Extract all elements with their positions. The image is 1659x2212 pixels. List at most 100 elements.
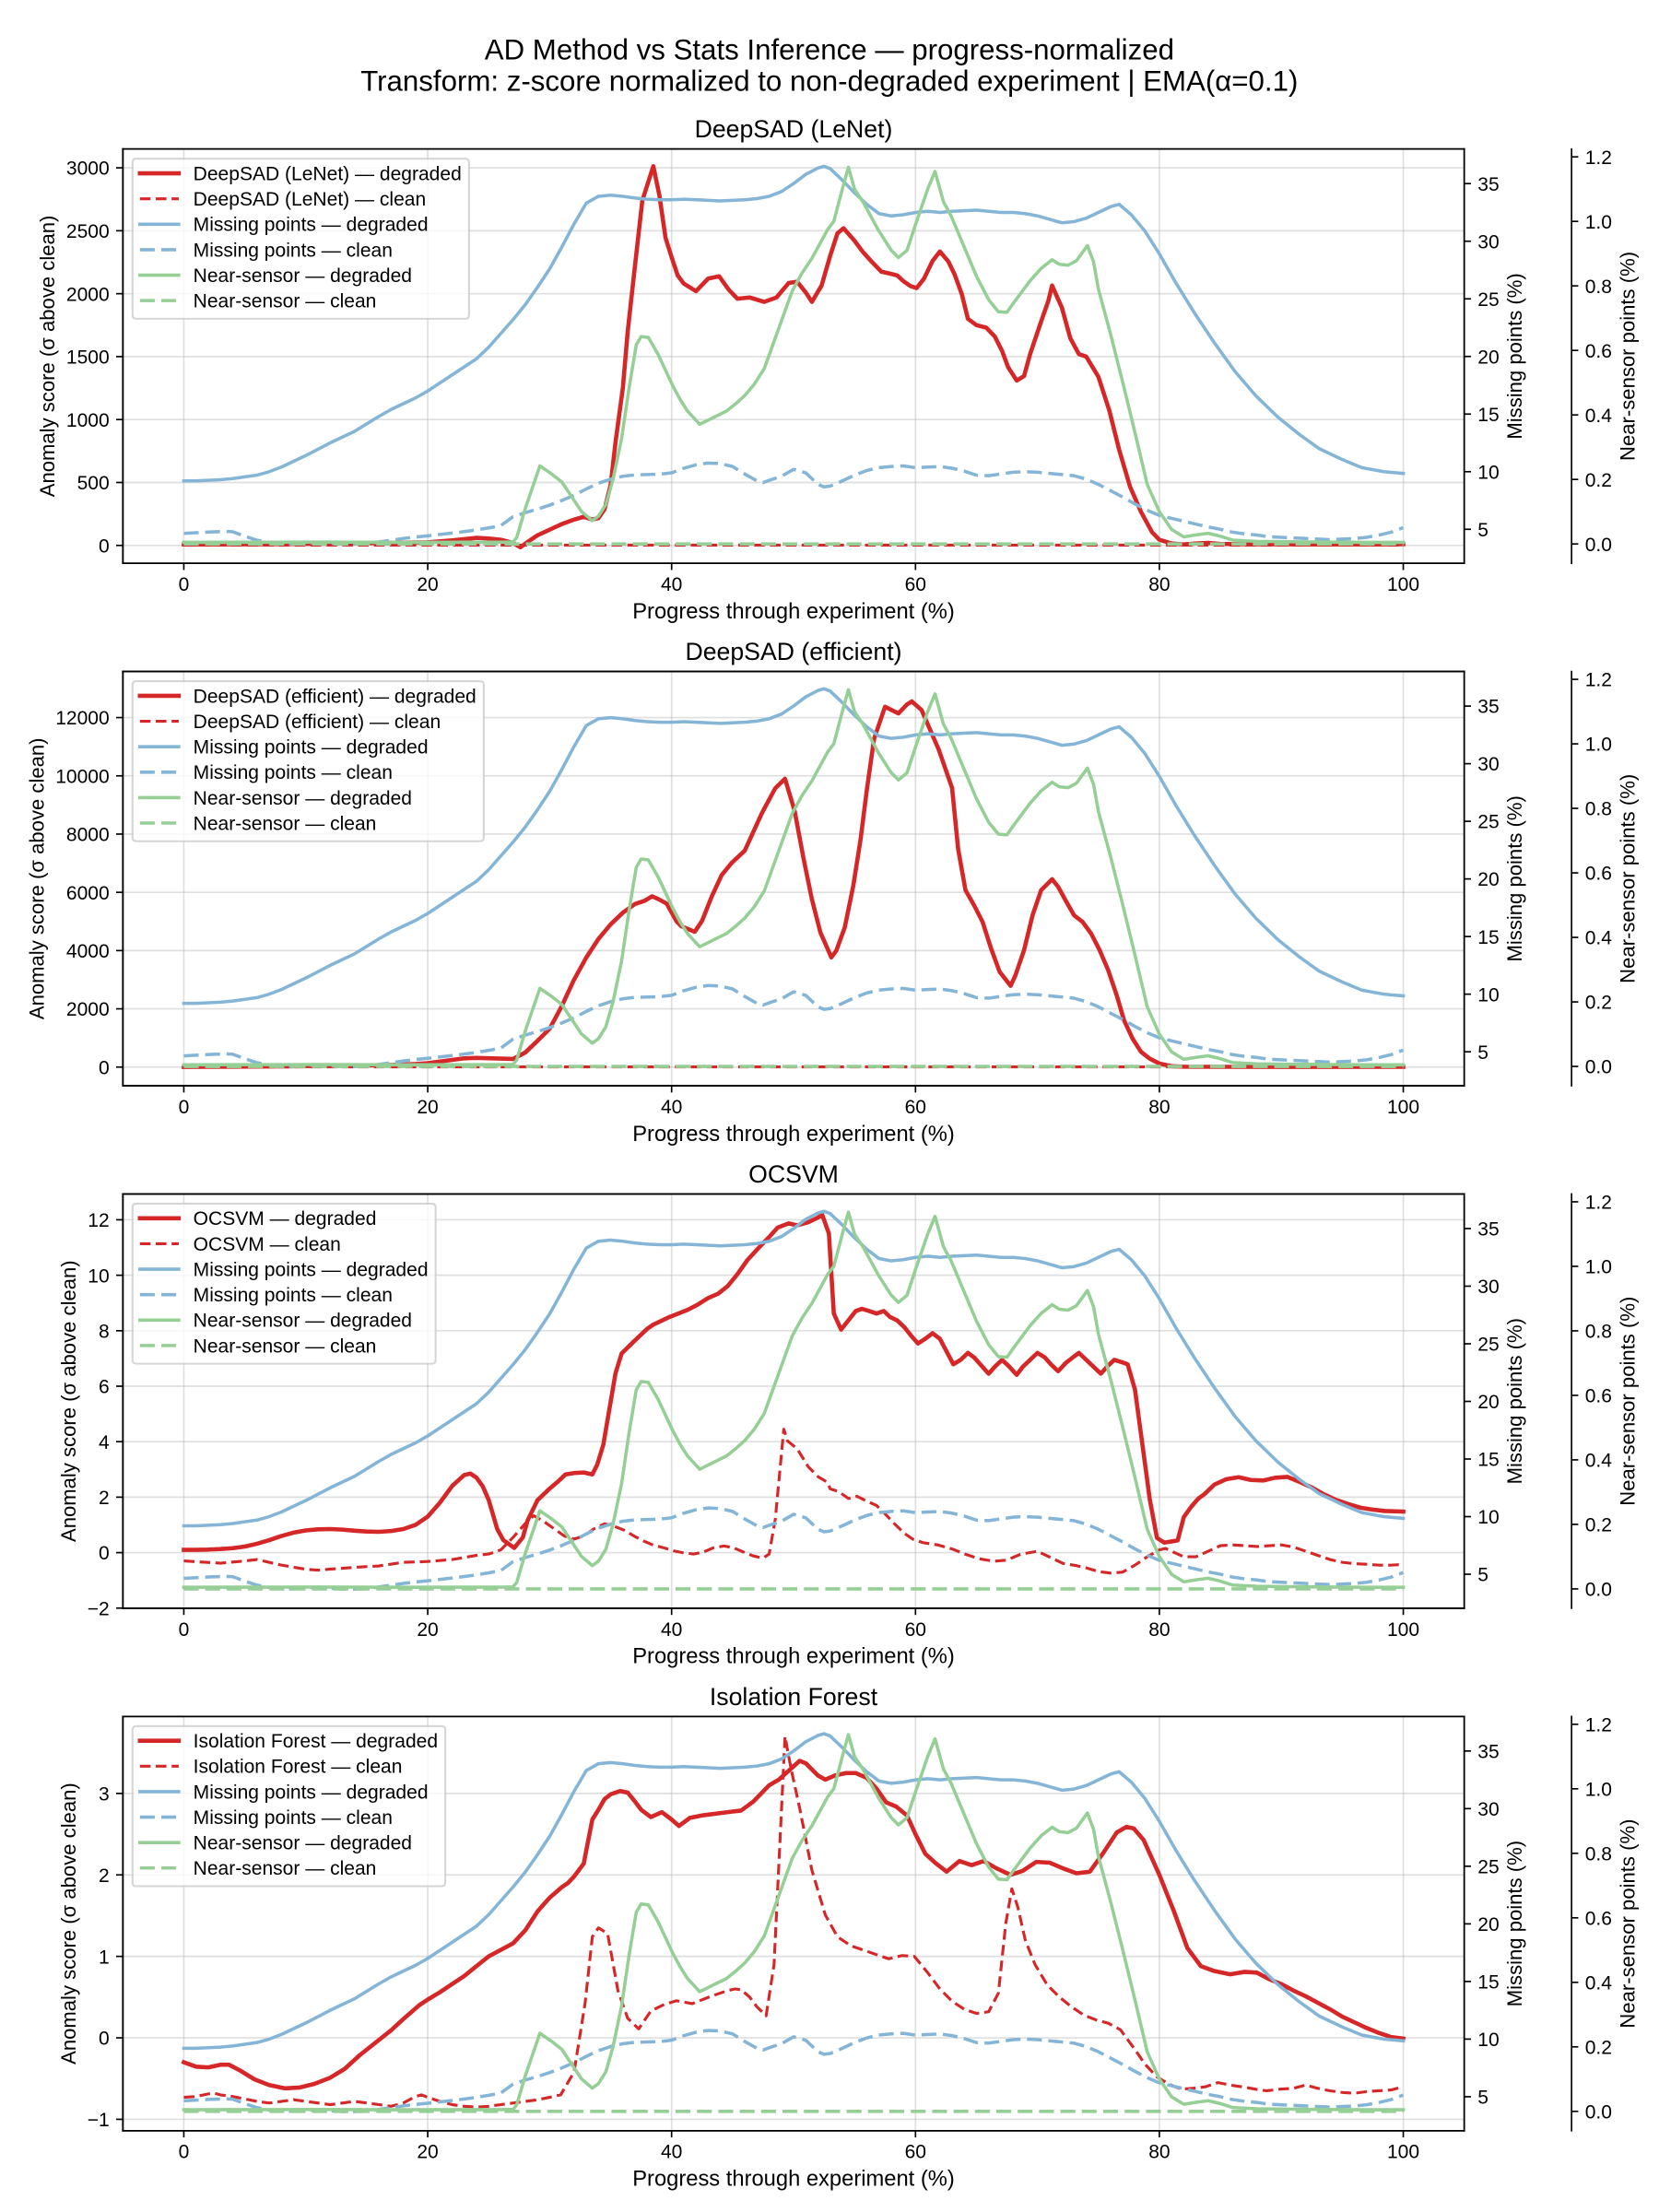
svg-text:20: 20 [1477,1392,1499,1413]
svg-text:20: 20 [417,574,438,595]
svg-text:6: 6 [99,1377,110,1398]
svg-text:35: 35 [1477,1219,1499,1241]
svg-text:6000: 6000 [66,883,110,904]
svg-text:80: 80 [1148,1097,1170,1118]
svg-text:Missing points — clean: Missing points — clean [194,762,393,783]
svg-text:5: 5 [1477,520,1488,541]
svg-text:60: 60 [905,574,926,595]
svg-text:DeepSAD (efficient) — degraded: DeepSAD (efficient) — degraded [194,686,477,707]
svg-text:OCSVM: OCSVM [748,1160,839,1188]
svg-text:8: 8 [99,1321,110,1342]
svg-text:0.8: 0.8 [1585,276,1612,298]
svg-text:30: 30 [1477,1799,1499,1820]
svg-text:OCSVM — degraded: OCSVM — degraded [194,1208,377,1230]
svg-text:100: 100 [1387,1619,1419,1641]
svg-text:Near-sensor — degraded: Near-sensor — degraded [194,1833,412,1854]
svg-text:1: 1 [99,1947,110,1968]
svg-text:15: 15 [1477,1972,1499,1994]
svg-text:0: 0 [99,1057,110,1078]
svg-text:Missing points — degraded: Missing points — degraded [194,1782,429,1803]
svg-text:0.6: 0.6 [1585,341,1612,362]
svg-text:500: 500 [77,473,110,494]
svg-text:20: 20 [417,1097,438,1118]
svg-text:Progress through experiment (%: Progress through experiment (%) [632,1123,955,1147]
svg-text:1.0: 1.0 [1585,735,1612,756]
svg-text:−2: −2 [88,1598,110,1619]
svg-text:Progress through experiment (%: Progress through experiment (%) [632,600,955,624]
svg-text:60: 60 [905,1097,926,1118]
svg-text:40: 40 [661,1619,682,1641]
svg-text:Missing points — clean: Missing points — clean [194,240,393,261]
svg-text:Isolation Forest: Isolation Forest [710,1683,878,1711]
svg-text:0.2: 0.2 [1585,470,1612,491]
svg-text:Missing points (%): Missing points (%) [1503,273,1526,439]
svg-text:3: 3 [99,1783,110,1805]
svg-text:2: 2 [99,1865,110,1887]
svg-text:4: 4 [99,1432,110,1453]
svg-text:80: 80 [1148,574,1170,595]
svg-text:10: 10 [1477,1507,1499,1528]
svg-text:Near-sensor points (%): Near-sensor points (%) [1616,774,1639,983]
svg-text:2000: 2000 [66,284,110,305]
svg-text:8000: 8000 [66,825,110,846]
svg-text:80: 80 [1148,1619,1170,1641]
svg-text:Missing points — clean: Missing points — clean [194,1285,393,1306]
svg-text:100: 100 [1387,1097,1419,1118]
svg-text:Near-sensor — clean: Near-sensor — clean [194,1335,377,1357]
svg-text:1.2: 1.2 [1585,147,1612,169]
svg-text:80: 80 [1148,2142,1170,2163]
svg-text:OCSVM — clean: OCSVM — clean [194,1234,341,1255]
svg-text:10000: 10000 [55,766,109,787]
svg-text:2500: 2500 [66,221,110,242]
svg-text:Near-sensor points (%): Near-sensor points (%) [1616,1819,1639,2029]
svg-text:15: 15 [1477,405,1499,426]
svg-text:4000: 4000 [66,941,110,962]
svg-text:5: 5 [1477,2088,1488,2109]
svg-text:30: 30 [1477,231,1499,253]
svg-text:20: 20 [1477,869,1499,890]
svg-text:Progress through experiment (%: Progress through experiment (%) [632,1645,955,1669]
svg-text:DeepSAD (LeNet) — clean: DeepSAD (LeNet) — clean [194,189,426,210]
svg-text:30: 30 [1477,754,1499,775]
svg-text:Anomaly score (σ above clean): Anomaly score (σ above clean) [57,1260,80,1542]
svg-text:1.2: 1.2 [1585,1193,1612,1214]
svg-text:2: 2 [99,1488,110,1509]
svg-text:12000: 12000 [55,708,109,729]
svg-text:0.8: 0.8 [1585,799,1612,820]
svg-text:10: 10 [1477,462,1499,483]
svg-text:Isolation Forest — degraded: Isolation Forest — degraded [194,1731,438,1752]
svg-text:1000: 1000 [66,410,110,431]
svg-text:5: 5 [1477,1042,1488,1064]
svg-text:25: 25 [1477,1856,1499,1877]
svg-text:0: 0 [99,2029,110,2050]
svg-text:Missing points — degraded: Missing points — degraded [194,737,429,759]
svg-text:1.2: 1.2 [1585,670,1612,691]
svg-text:Anomaly score (σ above clean): Anomaly score (σ above clean) [25,737,48,1019]
svg-text:Missing points (%): Missing points (%) [1503,795,1526,961]
svg-text:0: 0 [99,1543,110,1564]
svg-text:0.4: 0.4 [1585,928,1613,949]
svg-text:Progress through experiment (%: Progress through experiment (%) [632,2168,955,2192]
svg-text:40: 40 [661,1097,682,1118]
svg-text:20: 20 [417,1619,438,1641]
svg-text:0.4: 0.4 [1585,1451,1613,1472]
svg-text:0: 0 [179,574,190,595]
svg-text:0.2: 0.2 [1585,993,1612,1014]
svg-text:0.2: 0.2 [1585,2037,1612,2058]
svg-text:0.4: 0.4 [1585,406,1613,427]
svg-text:25: 25 [1477,1335,1499,1356]
svg-text:Missing points — degraded: Missing points — degraded [194,1259,429,1280]
svg-text:Near-sensor — degraded: Near-sensor — degraded [194,788,412,809]
svg-text:0.2: 0.2 [1585,1515,1612,1536]
svg-text:1.0: 1.0 [1585,212,1612,233]
svg-text:0.6: 0.6 [1585,864,1612,885]
svg-text:100: 100 [1387,2142,1419,2163]
svg-text:100: 100 [1387,574,1419,595]
svg-text:0.8: 0.8 [1585,1322,1612,1343]
svg-text:1.0: 1.0 [1585,1779,1612,1800]
svg-text:10: 10 [1477,2030,1499,2051]
svg-text:1.0: 1.0 [1585,1257,1612,1278]
svg-text:2000: 2000 [66,999,110,1020]
svg-text:12: 12 [88,1210,109,1231]
svg-text:15: 15 [1477,1450,1499,1471]
